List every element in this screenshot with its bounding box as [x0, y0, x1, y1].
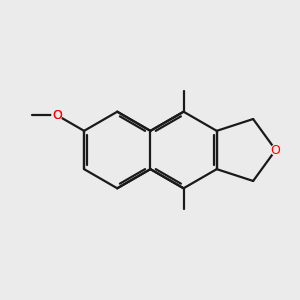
Circle shape: [52, 110, 62, 120]
Text: O: O: [52, 109, 62, 122]
Text: O: O: [52, 109, 62, 122]
Text: O: O: [271, 143, 281, 157]
Circle shape: [271, 145, 281, 155]
